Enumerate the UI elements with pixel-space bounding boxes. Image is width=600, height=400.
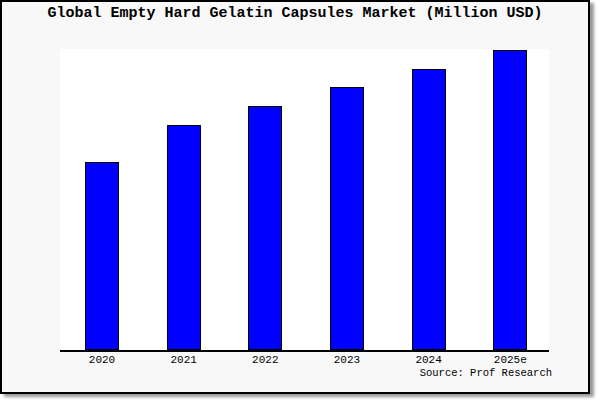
chart-title: Global Empty Hard Gelatin Capsules Marke…	[0, 5, 590, 22]
x-tick-label-2022: 2022	[225, 353, 305, 367]
bar-2024	[412, 69, 446, 350]
x-tick-label-2021: 2021	[144, 353, 224, 367]
bar-2022	[248, 106, 282, 350]
bar-2025e	[493, 50, 527, 350]
chart-window: Global Empty Hard Gelatin Capsules Marke…	[0, 0, 600, 400]
x-tick-label-2023: 2023	[307, 353, 387, 367]
bar-2023	[330, 87, 364, 350]
bar-2021	[167, 125, 201, 350]
x-tick-label-2024: 2024	[389, 353, 469, 367]
bar-2020	[85, 162, 119, 350]
x-tick-label-2025e: 2025e	[470, 353, 550, 367]
source-label: Source: Prof Research	[420, 367, 552, 380]
plot-area	[60, 49, 549, 352]
x-tick-label-2020: 2020	[62, 353, 142, 367]
